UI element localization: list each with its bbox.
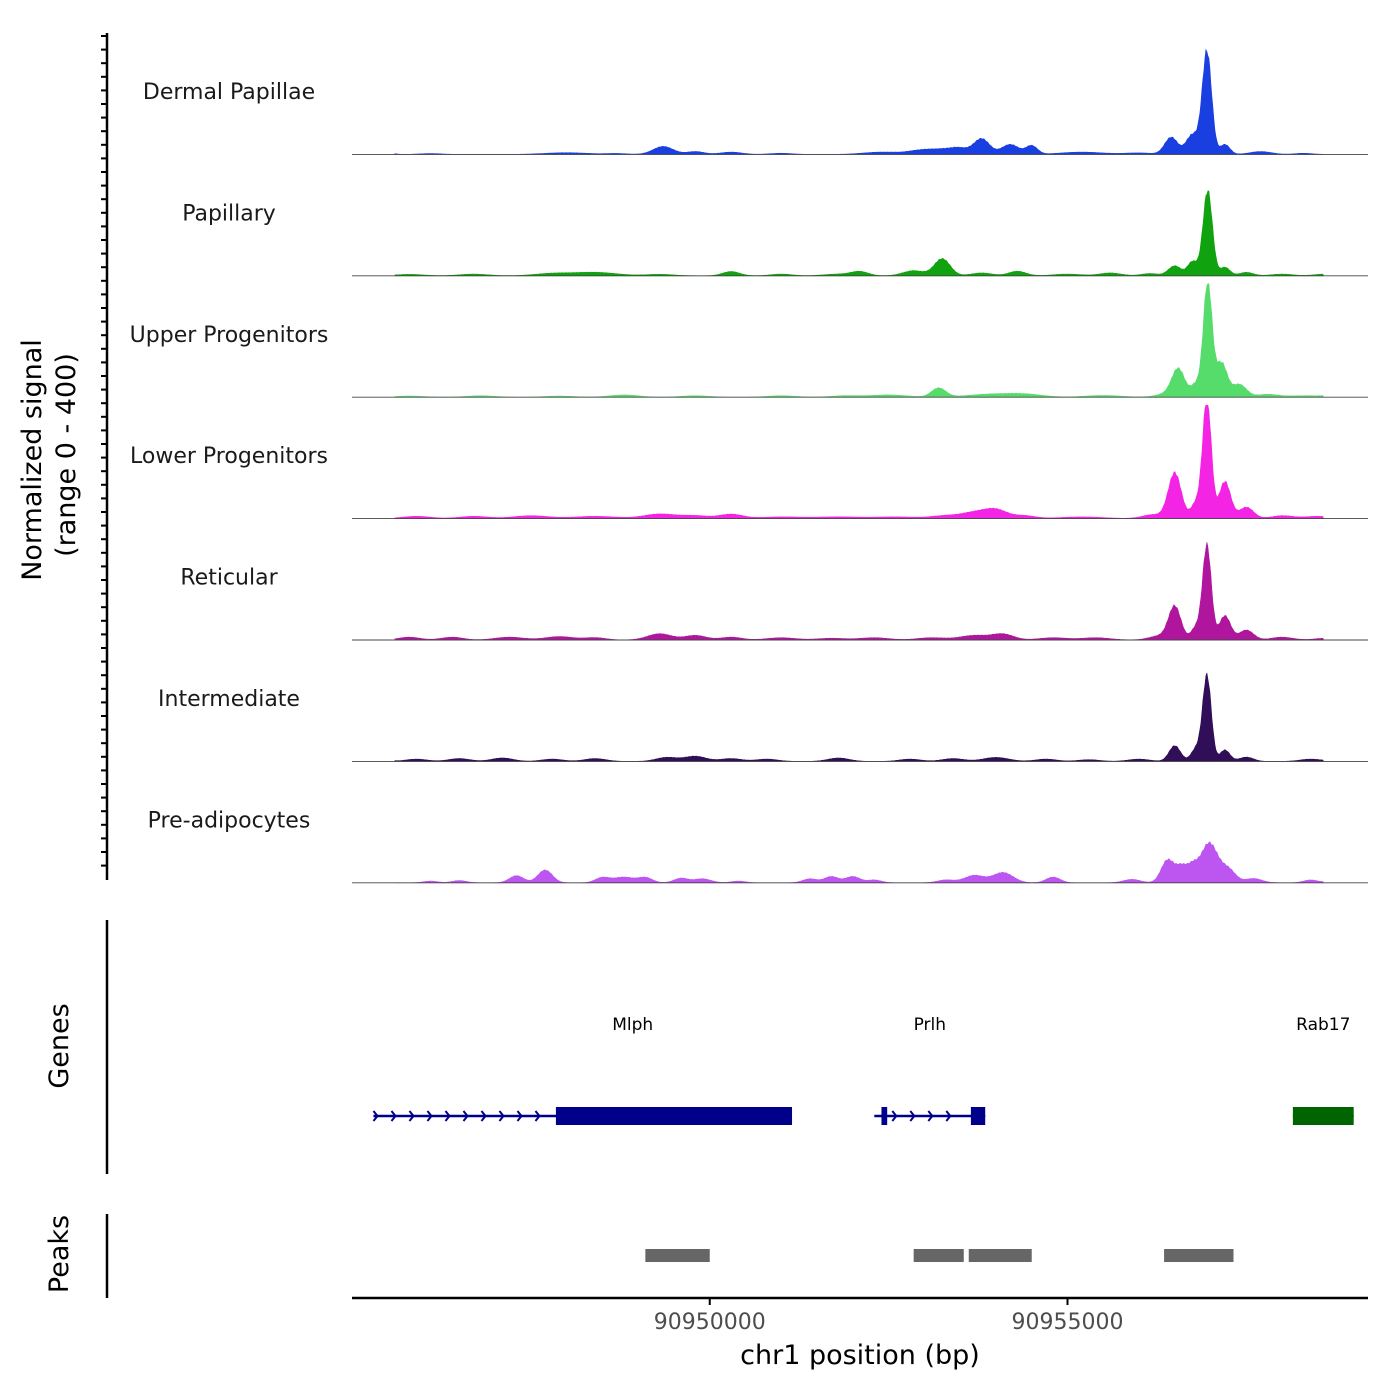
strand-arrow-icon: [927, 1110, 934, 1122]
gene-exon: [1292, 1107, 1354, 1125]
strand-arrow-icon: [408, 1110, 415, 1122]
strand-arrow-icon: [945, 1110, 952, 1122]
coverage-area: [394, 841, 1325, 884]
signal-axis: [101, 33, 109, 880]
strand-arrow-icon: [444, 1110, 451, 1122]
strand-arrow-icon: [480, 1110, 487, 1122]
coverage-area: [394, 672, 1325, 762]
track-label: Upper Progenitors: [130, 323, 329, 348]
coverage-area: [394, 283, 1325, 398]
strand-arrow-icon: [390, 1110, 397, 1122]
track-label: Dermal Papillae: [143, 80, 315, 105]
track-label: Reticular: [180, 566, 278, 591]
peak-region-bar: [913, 1249, 964, 1262]
strand-arrow-icon: [534, 1110, 541, 1122]
gene-label: Prlh: [914, 1015, 946, 1035]
coverage-area: [394, 404, 1325, 519]
gene-label: Rab17: [1296, 1015, 1350, 1035]
strand-arrow-icon: [462, 1110, 469, 1122]
x-tick-label: 90955000: [1012, 1310, 1124, 1335]
gene-label: Mlph: [612, 1015, 653, 1035]
track-label: Intermediate: [158, 687, 300, 712]
gene-exon: [555, 1107, 793, 1125]
signal-axis-range: (range 0 - 400): [51, 353, 82, 557]
coverage-area: [394, 48, 1324, 155]
peaks-axis-title: Peaks: [44, 1215, 75, 1293]
x-axis-ticks: 90950000 90955000: [654, 1298, 1124, 1335]
strand-arrow-icon: [426, 1110, 433, 1122]
x-axis-title: chr1 position (bp): [740, 1340, 980, 1371]
peak-region-bar: [968, 1249, 1032, 1262]
coverage-area: [394, 542, 1325, 641]
strand-arrow-icon: [909, 1110, 916, 1122]
strand-arrow-icon: [516, 1110, 523, 1122]
coverage-tracks: Dermal Papillae Papillary Upper Progenitor…: [130, 48, 1368, 884]
gene-exon: [970, 1107, 986, 1125]
strand-arrow-icon: [372, 1110, 379, 1122]
gene-exon: [881, 1107, 888, 1125]
track-label: Pre-adipocytes: [148, 808, 311, 833]
genes-axis-title: Genes: [44, 1003, 75, 1088]
peak-region-bar: [645, 1249, 710, 1262]
coverage-area: [394, 190, 1325, 277]
signal-axis-title: Normalized signal: [17, 339, 48, 581]
x-tick-label: 90950000: [654, 1310, 766, 1335]
peak-region-bar: [1164, 1249, 1234, 1262]
strand-arrow-icon: [891, 1110, 898, 1122]
gene-annotation-track: Mlph Prlh Rab17: [372, 1015, 1354, 1125]
track-label: Lower Progenitors: [130, 444, 328, 469]
track-label: Papillary: [182, 201, 276, 226]
strand-arrow-icon: [498, 1110, 505, 1122]
peak-region-track: [645, 1249, 1234, 1262]
